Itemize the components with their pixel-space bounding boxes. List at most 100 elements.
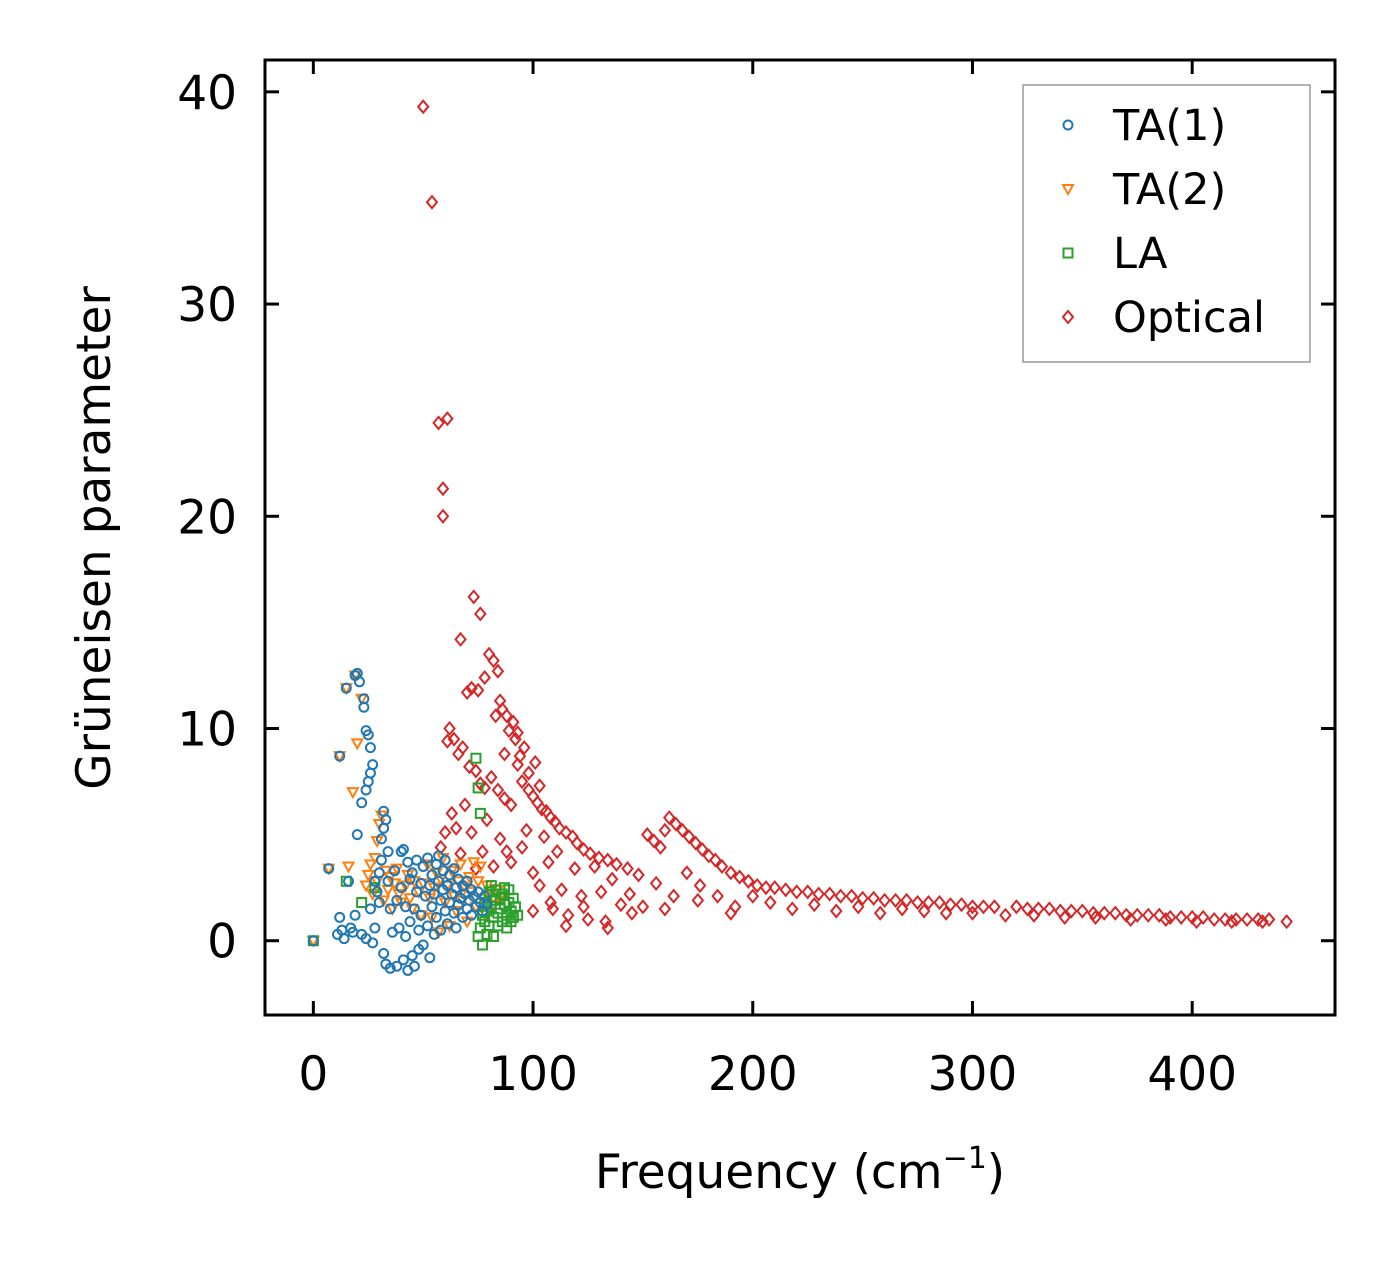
point-optical-86 <box>933 894 946 911</box>
point-ta1-60 <box>404 916 416 928</box>
point-ta1-67 <box>413 924 425 936</box>
legend-marker-ta2 <box>1061 184 1075 197</box>
point-ta1-111 <box>466 909 478 921</box>
point-optical-189 <box>528 754 542 771</box>
point-ta2-37 <box>425 912 439 925</box>
y-tick-label-20: 20 <box>177 490 237 545</box>
x-tick-label-400: 400 <box>1147 1047 1237 1102</box>
point-optical-43 <box>559 824 573 841</box>
legend-label-la: LA <box>1113 229 1168 279</box>
point-optical-61 <box>689 835 702 851</box>
point-optical-146 <box>599 914 612 930</box>
point-optical-63 <box>702 848 716 864</box>
tick-labels: 0 100 200 300 400 0 10 20 30 40 <box>177 66 1237 1102</box>
point-optical-51 <box>621 861 634 877</box>
point-optical-14 <box>465 680 478 696</box>
point-optical-6 <box>454 631 467 647</box>
point-ta2-20 <box>381 884 395 897</box>
point-ta1-64 <box>408 903 420 915</box>
y-tick-label-10: 10 <box>177 703 237 758</box>
point-optical-136 <box>542 854 555 870</box>
point-optical-161 <box>829 903 843 919</box>
point-optical-132 <box>520 822 533 838</box>
point-optical-151 <box>649 875 663 891</box>
axis-ticks <box>265 60 1335 1015</box>
y-tick-label-40: 40 <box>177 66 237 121</box>
point-optical-167 <box>966 905 979 921</box>
point-optical-115 <box>1262 911 1276 928</box>
point-ta1-61 <box>406 950 418 962</box>
point-optical-193 <box>502 723 516 739</box>
point-ta1-50 <box>393 922 405 934</box>
point-ta1-77 <box>424 880 436 892</box>
point-optical-111 <box>1218 911 1232 928</box>
point-ta1-52 <box>395 846 407 858</box>
point-optical-28 <box>478 780 492 796</box>
point-optical-158 <box>764 894 777 911</box>
point-optical-62 <box>695 841 709 858</box>
point-optical-80 <box>867 890 880 906</box>
point-ta1-71 <box>417 860 429 872</box>
point-ta1-98 <box>448 863 460 875</box>
point-optical-183 <box>658 901 672 917</box>
legend-entries: TA(1) TA(2) LA Optical <box>1061 101 1265 343</box>
point-ta1-101 <box>452 899 464 911</box>
point-optical-10 <box>487 653 500 669</box>
legend-label-optical: Optical <box>1113 293 1265 343</box>
legend: TA(1) TA(2) LA Optical <box>1022 84 1311 363</box>
point-optical-49 <box>601 852 615 868</box>
point-optical-21 <box>447 731 461 747</box>
x-tick-label-200: 200 <box>708 1047 798 1102</box>
point-ta1-54 <box>397 954 409 966</box>
point-optical-72 <box>779 882 793 898</box>
point-ta1-31 <box>369 922 381 934</box>
point-ta1-43 <box>382 875 394 887</box>
point-optical-57 <box>662 810 676 826</box>
point-optical-186 <box>513 748 527 764</box>
point-ta1-13 <box>351 829 363 841</box>
point-ta1-1 <box>323 863 335 875</box>
legend-label-ta2: TA(2) <box>1112 165 1226 215</box>
point-optical-122 <box>458 797 472 813</box>
x-axis-label-sup: −1 <box>943 1141 987 1176</box>
point-ta1-65 <box>411 886 423 898</box>
point-optical-133 <box>526 865 540 881</box>
x-tick-label-300: 300 <box>928 1047 1018 1102</box>
point-ta1-12 <box>349 909 361 921</box>
point-optical-148 <box>614 897 628 913</box>
point-optical-165 <box>917 903 931 919</box>
point-ta1-56 <box>400 930 412 942</box>
point-optical-92 <box>1010 899 1023 915</box>
point-optical-188 <box>522 765 535 781</box>
point-ta2-13 <box>368 852 382 866</box>
point-optical-127 <box>487 858 500 875</box>
point-optical-81 <box>878 892 891 908</box>
point-ta1-7 <box>340 682 352 694</box>
point-optical-181 <box>601 920 615 936</box>
legend-label-ta1: TA(1) <box>1112 101 1226 151</box>
point-ta1-40 <box>380 814 392 826</box>
point-optical-98 <box>1076 903 1089 919</box>
point-optical-154 <box>693 877 707 894</box>
point-optical-159 <box>786 901 799 917</box>
point-optical-25 <box>463 759 476 775</box>
point-optical-134 <box>533 877 546 894</box>
point-optical-66 <box>724 865 738 881</box>
point-optical-93 <box>1021 901 1034 917</box>
point-optical-67 <box>733 869 746 885</box>
point-optical-88 <box>955 897 968 913</box>
point-optical-87 <box>944 897 957 913</box>
point-optical-131 <box>515 839 529 855</box>
point-ta1-118 <box>481 899 493 911</box>
point-optical-58 <box>669 816 683 832</box>
plot-area <box>263 58 1337 1017</box>
point-ta1-32 <box>371 886 383 898</box>
point-optical-163 <box>873 905 887 921</box>
point-ta1-3 <box>334 911 346 923</box>
point-ta2-4 <box>341 861 356 874</box>
point-optical-1 <box>425 194 439 210</box>
point-optical-104 <box>1141 907 1155 923</box>
point-optical-152 <box>667 888 680 904</box>
point-optical-177 <box>526 903 540 919</box>
point-ta2-35 <box>420 859 435 872</box>
